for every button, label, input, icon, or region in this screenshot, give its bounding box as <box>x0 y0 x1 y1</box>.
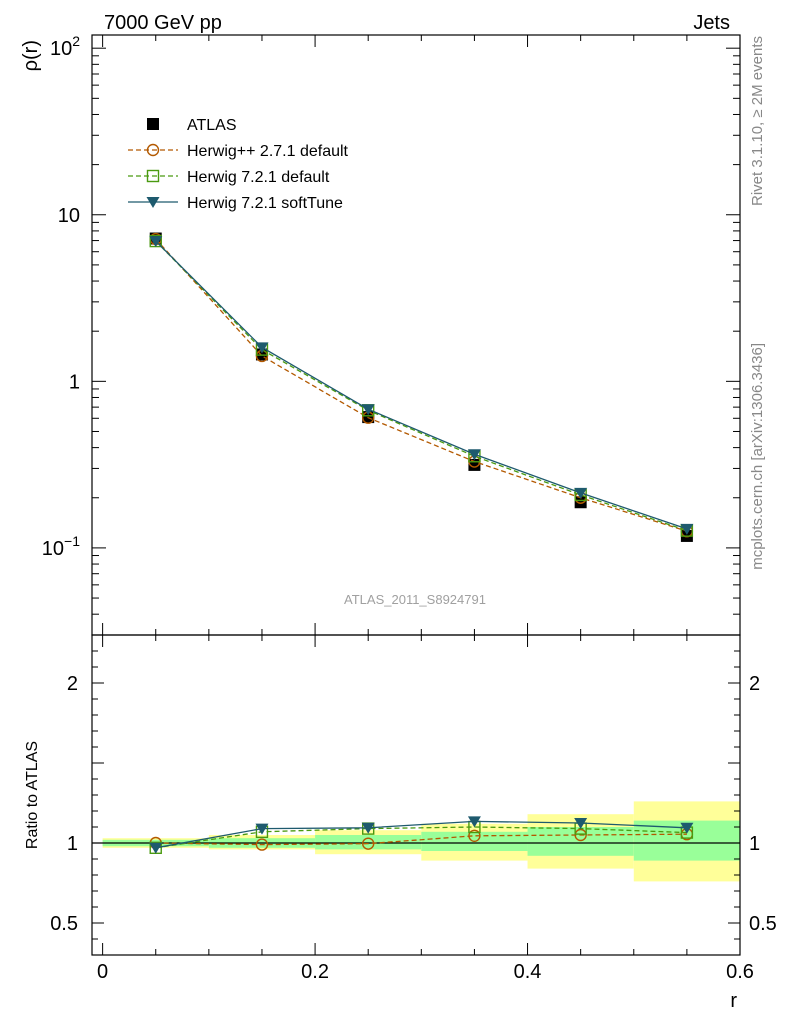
rivet-version-label: Rivet 3.1.10, ≥ 2M events <box>749 36 766 206</box>
ratio-line-herwig721 <box>155 826 687 849</box>
ratio-plot-frame <box>91 634 741 956</box>
ratio-point-herwigpp <box>468 829 481 842</box>
main-y-axis-label: ρ(r) <box>20 40 42 71</box>
series-herwig721 <box>149 234 694 537</box>
data-point-atlas <box>574 496 587 509</box>
ratio-line-softtune <box>155 820 687 849</box>
series-atlas <box>149 232 693 542</box>
ratio-y-tick-label: 1 <box>67 833 78 855</box>
ratio-y-tick-label: 0.5 <box>50 913 78 935</box>
series-line-softtune <box>155 240 688 530</box>
ratio-y-tick-label: 2 <box>67 673 78 695</box>
series-softtune <box>149 236 694 535</box>
process-label: Jets <box>693 12 730 34</box>
series-herwigpp <box>149 232 694 538</box>
ratio-y-tick-label-right: 0.5 <box>749 913 777 935</box>
ratio-point-softtune <box>680 822 694 834</box>
legend-entry-softtune: Herwig 7.2.1 softTune <box>128 195 343 212</box>
data-point-softtune <box>149 236 163 248</box>
legend-entry-herwigpp: Herwig++ 2.7.1 default <box>128 143 349 160</box>
mcplots-reference-label: mcplots.cern.ch [arXiv:1306.3436] <box>749 343 766 570</box>
uncertainty-band-inner <box>315 835 422 850</box>
series-line-herwigpp <box>155 238 688 532</box>
main-y-tick-label: 102 <box>50 33 80 60</box>
main-y-tick-label: 10−1 <box>42 533 80 560</box>
legend-marker <box>146 197 160 208</box>
legend-marker <box>146 169 160 183</box>
ratio-point-softtune <box>149 842 163 854</box>
legend-marker <box>147 118 159 130</box>
data-point-softtune <box>467 449 481 461</box>
legend-label: Herwig++ 2.7.1 default <box>187 143 349 160</box>
ratio-point-herwigpp <box>361 837 375 850</box>
main-y-tick-label: 1 <box>69 371 80 393</box>
x-axis-label: r <box>730 990 737 1012</box>
data-point-softtune <box>361 404 375 416</box>
x-tick-label: 0.4 <box>514 961 542 983</box>
legend-label: Herwig 7.2.1 default <box>187 169 330 186</box>
ratio-y-tick-label-right: 1 <box>749 833 760 855</box>
series-line-herwig721 <box>155 240 688 532</box>
legend-label: Herwig 7.2.1 softTune <box>187 195 343 212</box>
legend-marker <box>146 143 160 157</box>
data-point-softtune <box>680 523 694 535</box>
ratio-point-herwigpp <box>255 838 269 851</box>
legend-label: ATLAS <box>187 117 237 134</box>
ratio-y-tick-label-right: 2 <box>749 673 760 695</box>
uncertainty-band-inner <box>527 827 634 856</box>
legend-entry-herwig721: Herwig 7.2.1 default <box>128 169 330 186</box>
ratio-series-softtune <box>149 816 694 854</box>
analysis-watermark: ATLAS_2011_S8924791 <box>344 592 486 607</box>
collision-label: 7000 GeV pp <box>104 12 222 34</box>
ratio-point-softtune <box>467 816 481 828</box>
main-y-tick-label: 10 <box>58 205 80 227</box>
ratio-line-herwigpp <box>155 833 687 846</box>
legend-entry-atlas: ATLAS <box>147 117 237 134</box>
ratio-point-softtune <box>255 823 269 835</box>
x-tick-label: 0 <box>97 961 108 983</box>
ratio-y-axis-label: Ratio to ATLAS <box>24 741 41 849</box>
ratio-point-herwigpp <box>574 828 587 842</box>
ratio-uncertainty-bands <box>92 801 740 882</box>
data-point-softtune <box>255 342 269 354</box>
data-point-softtune <box>574 487 588 499</box>
x-tick-label: 0.6 <box>726 961 754 983</box>
ratio-point-softtune <box>361 822 375 834</box>
ratio-point-softtune <box>574 818 588 829</box>
x-tick-label: 0.2 <box>301 961 329 983</box>
